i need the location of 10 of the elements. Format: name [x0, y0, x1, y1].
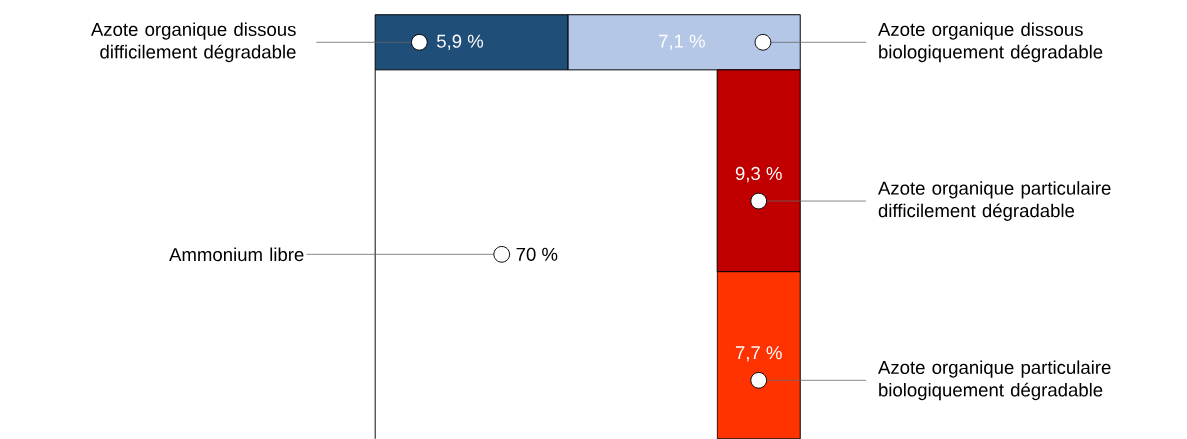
data-label: 5,9 % — [436, 34, 484, 50]
category-label: Azote organique particulaire biologiquement dégradable — [878, 360, 1111, 401]
category-label: Azote organique dissous difficilement dégradable — [90, 22, 296, 63]
category-label: Azote organique dissous biologiquement dégradable — [878, 22, 1103, 63]
data-label: 7,1 % — [659, 34, 705, 50]
category-label: Ammonium libre — [169, 247, 304, 262]
data-label: 7,7 % — [735, 346, 782, 362]
category-label: Azote organique particulaire difficilement dégradable — [878, 180, 1111, 221]
data-label: 9,3 % — [735, 166, 782, 183]
data-label: 70 % — [516, 247, 558, 261]
